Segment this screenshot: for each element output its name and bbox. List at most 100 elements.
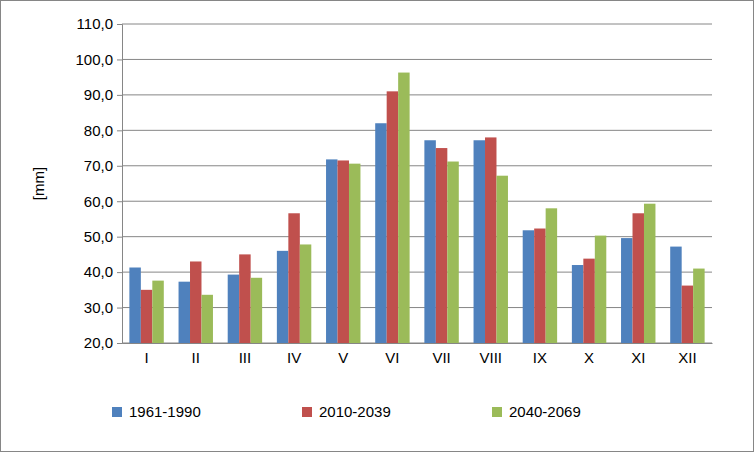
- y-tick-mark: [117, 95, 122, 96]
- bar: [387, 91, 398, 343]
- y-tick: 50,0: [84, 228, 122, 245]
- bar: [474, 140, 485, 343]
- x-tick: VII: [432, 343, 450, 366]
- y-tick: 80,0: [84, 122, 122, 139]
- x-tick: XI: [631, 343, 645, 366]
- x-tick-label: XII: [678, 349, 696, 366]
- legend-label: 2010-2039: [319, 403, 391, 420]
- bar: [398, 73, 409, 343]
- bar: [228, 275, 239, 343]
- x-tick: X: [584, 343, 594, 366]
- x-tick-label: I: [144, 349, 148, 366]
- bar: [670, 247, 681, 343]
- y-tick-label: 90,0: [84, 86, 113, 103]
- bar: [300, 244, 311, 343]
- y-tick-label: 100,0: [75, 51, 113, 68]
- y-tick-label: 80,0: [84, 122, 113, 139]
- y-tick-label: 50,0: [84, 228, 113, 245]
- y-tick: 110,0: [77, 15, 122, 32]
- grid-line: [122, 94, 712, 95]
- y-tick-mark: [117, 308, 122, 309]
- x-axis-line: [123, 343, 713, 344]
- y-tick-label: 30,0: [84, 299, 113, 316]
- x-tick: I: [144, 343, 148, 366]
- bar: [277, 251, 288, 343]
- y-tick-mark: [117, 166, 122, 167]
- bar: [485, 137, 496, 343]
- y-tick: 20,0: [84, 334, 122, 351]
- y-tick-mark: [117, 59, 122, 60]
- y-tick-mark: [117, 130, 122, 131]
- x-tick: IV: [287, 343, 301, 366]
- bar: [129, 268, 140, 343]
- bar: [152, 281, 163, 343]
- y-tick-label: 70,0: [84, 157, 113, 174]
- bar: [141, 290, 152, 343]
- bar: [693, 269, 704, 343]
- legend-label: 2040-2069: [509, 403, 581, 420]
- x-axis: IIIIIIIVVVIVIIVIIIIXXXIXII: [123, 343, 713, 366]
- x-tick-label: III: [239, 349, 252, 366]
- bar: [349, 164, 360, 343]
- bar: [288, 213, 299, 343]
- bar: [583, 259, 594, 343]
- x-tick-label: V: [338, 349, 348, 366]
- x-tick: VI: [385, 343, 399, 366]
- y-tick-mark: [117, 24, 122, 25]
- x-tick-label: IX: [533, 349, 547, 366]
- bar: [201, 295, 212, 343]
- bar: [621, 238, 632, 343]
- bar: [496, 176, 507, 343]
- y-tick-mark: [117, 237, 122, 238]
- bar: [682, 286, 693, 343]
- x-tick: III: [239, 343, 252, 366]
- y-tick: 70,0: [84, 157, 122, 174]
- y-tick: 60,0: [84, 193, 122, 210]
- grid-line: [122, 201, 712, 202]
- y-tick: 90,0: [84, 86, 122, 103]
- chart: 20,0 30,0 40,0 50,0 60,0 70,0 80,0 90,0 100,0 110…: [0, 0, 754, 452]
- bar: [190, 261, 201, 343]
- y-axis: 20,0 30,0 40,0 50,0 60,0 70,0 80,0 90,0 100,0 110…: [75, 15, 122, 351]
- bar: [179, 282, 190, 343]
- x-tick: XII: [678, 343, 696, 366]
- x-tick: II: [192, 343, 200, 366]
- y-tick: 100,0: [75, 51, 122, 68]
- grid-line: [122, 130, 712, 131]
- legend-swatch: [492, 407, 502, 417]
- legend-swatch: [112, 407, 122, 417]
- y-tick: 40,0: [84, 263, 122, 280]
- y-tick-mark: [117, 201, 122, 202]
- legend: 1961-1990 2010-2039 2040-2069: [112, 403, 581, 420]
- bar: [239, 254, 250, 343]
- bar: [644, 204, 655, 343]
- chart-border: [1, 1, 754, 452]
- bar: [633, 213, 644, 343]
- plot: 20,0 30,0 40,0 50,0 60,0 70,0 80,0 90,0 100,0 110…: [75, 15, 712, 365]
- bar: [534, 229, 545, 343]
- bar: [251, 278, 262, 343]
- bar: [424, 140, 435, 343]
- grid-line: [122, 24, 712, 25]
- grid: [122, 24, 712, 343]
- x-tick: V: [338, 343, 348, 366]
- bars: [129, 73, 704, 343]
- bar: [447, 162, 458, 343]
- y-tick-label: 20,0: [84, 334, 113, 351]
- bar: [572, 265, 583, 343]
- y-axis-title: [mm]: [30, 167, 47, 200]
- bar: [436, 148, 447, 343]
- y-tick: 30,0: [84, 299, 122, 316]
- y-axis-line: [117, 25, 123, 344]
- y-tick-label: 110,0: [77, 15, 113, 32]
- bar: [338, 160, 349, 343]
- x-tick-label: X: [584, 349, 594, 366]
- legend-swatch: [302, 407, 312, 417]
- bar: [375, 123, 386, 343]
- grid-line: [122, 165, 712, 166]
- legend-label: 1961-1990: [129, 403, 201, 420]
- grid-line: [122, 236, 712, 237]
- y-tick-mark: [117, 343, 122, 344]
- bar: [546, 208, 557, 343]
- bar: [326, 159, 337, 343]
